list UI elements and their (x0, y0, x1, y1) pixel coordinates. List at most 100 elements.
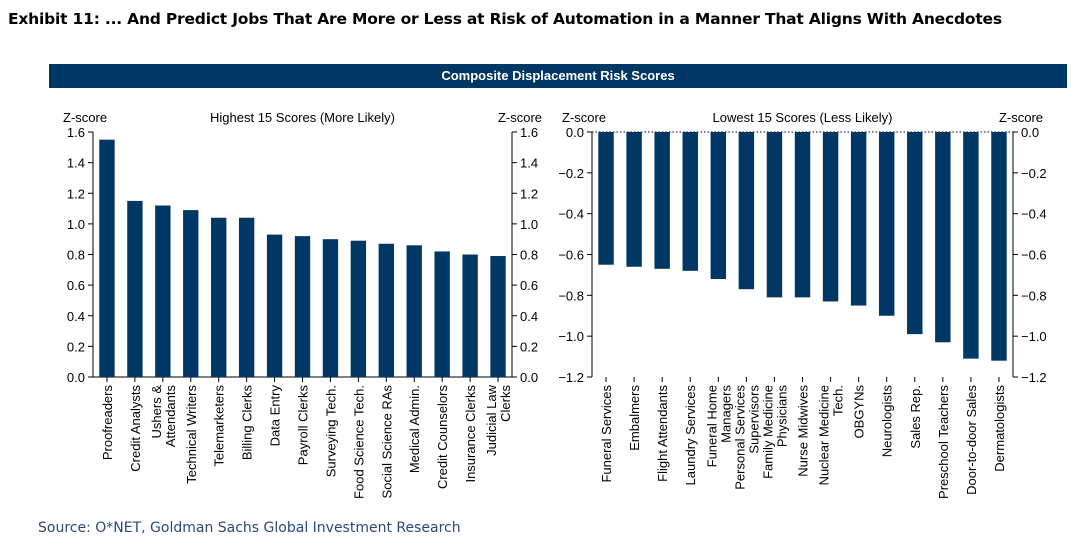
category-label-group: Surveying Tech. (323, 385, 338, 477)
bar (626, 132, 642, 267)
bar (294, 236, 311, 377)
category-label: Flight Attendants (655, 385, 670, 482)
y-tick-label-right: −0.4 (1021, 207, 1047, 222)
category-label-group: Flight Attendants (655, 385, 670, 482)
y-tick-label-right: −0.6 (1021, 248, 1047, 263)
category-label: Surveying Tech. (323, 385, 338, 477)
chart-highest-scores: 0.0 0.0 0.2 0.2 0.4 0.4 0.6 0.6 0.8 0.8 1.0 1.0 1.2 1… (63, 110, 542, 499)
y-tick-label-left: 0.8 (67, 248, 85, 263)
category-label: Clerks (498, 385, 513, 422)
category-label: Supervisors (746, 385, 761, 454)
category-label: Laundry Services (683, 385, 698, 486)
category-label-group: Sales Rep. (908, 385, 923, 449)
category-label: Neurologists (880, 385, 895, 458)
bar (991, 132, 1007, 361)
y-tick-label-left: 0.0 (566, 125, 584, 140)
y-axis-label-right: Z-score (999, 110, 1043, 125)
bar (434, 251, 450, 377)
category-label: Data Entry (268, 385, 283, 447)
category-label: Attendants (163, 385, 178, 448)
category-label-group: Payroll Clerks (296, 385, 311, 466)
bar (682, 132, 698, 271)
category-label: Social Science RAs (379, 385, 394, 499)
chart-lowest-scores: 0.0 0.0 −0.2 −0.2 −0.4 −0.4 −0.6 −0.6 −0.8 −0.8 −1… (558, 110, 1047, 499)
y-tick-label-left: −0.6 (558, 248, 584, 263)
y-tick-label-left: −1.2 (558, 370, 584, 385)
category-label-group: Neurologists (880, 385, 895, 458)
bar (266, 234, 283, 377)
y-tick-label-right: 0.8 (520, 248, 538, 263)
category-label: Door-to-door Sales (964, 385, 979, 495)
y-tick-label-right: −1.0 (1021, 329, 1047, 344)
category-label: Medical Admin. (407, 385, 422, 473)
category-label: Embalmers (627, 385, 642, 451)
category-label-group: Funeral Home Managers (704, 385, 733, 468)
category-label-group: Medical Admin. (407, 385, 422, 473)
bar (878, 132, 895, 316)
source-note: Source: O*NET, Goldman Sachs Global Inve… (38, 520, 461, 536)
bar (462, 254, 478, 377)
bar (127, 200, 143, 377)
category-label: Sales Rep. (908, 385, 923, 449)
category-label: Credit Counselors (435, 385, 450, 490)
y-tick-label-right: −1.2 (1021, 370, 1047, 385)
bar (378, 243, 394, 377)
y-tick-label-right: 0.6 (520, 278, 538, 293)
bar (322, 239, 339, 377)
category-label: Insurance Clerks (463, 385, 478, 483)
category-label: Billing Clerks (240, 385, 255, 461)
y-tick-label-left: 0.6 (67, 278, 85, 293)
bar (766, 132, 783, 298)
category-label: Telemarketers (212, 385, 227, 467)
bar (935, 132, 951, 343)
y-tick-label-left: 0.4 (67, 309, 85, 324)
y-tick-label-right: 0.0 (520, 370, 538, 385)
chart-subtitle: Lowest 15 Scores (Less Likely) (713, 110, 893, 125)
chart-subtitle: Highest 15 Scores (More Likely) (210, 110, 395, 125)
category-label: Managers (718, 385, 733, 443)
bar (794, 132, 811, 298)
category-label-group: Preschool Teachers (936, 385, 951, 499)
bar (211, 217, 227, 377)
bar (822, 132, 839, 302)
exhibit-title: Exhibit 11: ... And Predict Jobs That Ar… (8, 10, 1002, 28)
category-label: Family Medicine (760, 385, 775, 479)
category-label: Dermatologists (992, 385, 1007, 472)
category-label: Tech. (831, 385, 846, 416)
bar (850, 132, 867, 306)
y-tick-label-right: 0.4 (520, 309, 538, 324)
category-label: Funeral Home (704, 385, 719, 467)
y-tick-label-right: 0.2 (520, 339, 538, 354)
category-label: Nurse Midwives (796, 385, 811, 477)
bar (490, 256, 506, 377)
category-label-group: Laundry Services (683, 385, 698, 486)
category-label: Ushers & (149, 385, 164, 439)
category-label-group: Nuclear Medicine Tech. (817, 385, 846, 485)
bar (710, 132, 727, 279)
category-label-group: Billing Clerks (240, 385, 255, 461)
bar (406, 245, 422, 377)
category-label-group: Funeral Services (599, 385, 614, 483)
category-label-group: Data Entry (268, 385, 283, 447)
y-tick-label-left: −0.4 (558, 207, 584, 222)
category-label: Preschool Teachers (936, 385, 951, 499)
y-tick-label-right: −0.2 (1021, 166, 1047, 181)
y-tick-label-right: 1.2 (520, 186, 538, 201)
category-label-group: Food Science Tech. (351, 385, 366, 499)
category-label: Proofreaders (100, 385, 115, 461)
chart-banner: Composite Displacement Risk Scores (49, 64, 1067, 88)
y-axis-label-right: Z-score (498, 110, 542, 125)
y-axis-label-left: Z-score (562, 110, 606, 125)
y-tick-label-left: −1.0 (558, 329, 584, 344)
category-label-group: Telemarketers (212, 385, 227, 467)
category-label: Judicial Law (484, 384, 499, 455)
bar (598, 132, 614, 265)
y-tick-label-left: 0.2 (67, 339, 85, 354)
bar (654, 132, 670, 269)
y-tick-label-left: 1.4 (67, 156, 85, 171)
bar (155, 205, 171, 377)
category-label-group: Credit Analysts (128, 385, 143, 472)
category-label-group: Technical Writers (184, 385, 199, 484)
category-label-group: Door-to-door Sales (964, 385, 979, 495)
y-tick-label-right: −0.8 (1021, 288, 1047, 303)
